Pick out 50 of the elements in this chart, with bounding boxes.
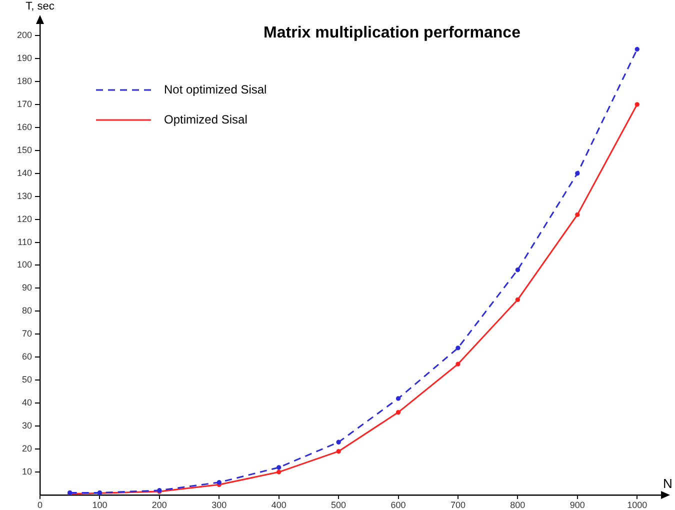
point [575,212,580,218]
x-tick-label: 1000 [627,500,648,510]
y-tick-label: 130 [16,190,32,201]
point [396,410,401,415]
y-tick-label: 30 [22,420,32,431]
y-tick-label: 190 [16,52,32,63]
point [396,396,401,401]
x-tick-label: 800 [510,500,526,510]
y-tick-label: 90 [22,282,32,293]
y-tick-label: 180 [16,76,32,86]
y-tick-label: 120 [16,214,32,224]
y-tick-label: 70 [22,328,32,339]
y-tick-label: 110 [18,236,32,247]
x-tick-label: 400 [271,500,286,510]
point [515,297,520,302]
y-tick-label: 160 [16,122,32,132]
y-tick-label: 60 [22,352,32,362]
x-tick-label: 600 [390,500,406,510]
y-tick-label: 170 [16,98,32,109]
point [336,448,341,454]
y-tick-label: 200 [16,30,32,40]
x-tick-label: 0 [37,500,43,510]
y-axis-title: T, sec [26,0,55,13]
x-tick-label: 500 [331,500,346,510]
chart-title: Matrix multiplication performance [264,24,521,42]
y-tick-label: 40 [22,398,32,408]
y-tick-label: 80 [22,306,32,316]
point [634,46,640,52]
point [456,362,460,366]
x-tick-label: 700 [450,500,466,510]
x-tick-label: 100 [92,500,108,510]
y-tick-label: 10 [22,466,32,477]
point [276,470,282,474]
x-axis-title: N [663,476,672,492]
y-tick-label: 20 [22,444,32,454]
point [575,170,580,176]
point [634,102,640,107]
y-tick-label: 50 [22,374,32,385]
y-tick-label: 150 [16,144,32,155]
point [456,346,460,350]
legend-label: Not optimized Sisal [164,82,267,96]
point [276,465,282,470]
legend-label: Optimized Sisal [164,112,248,126]
y-tick-label: 100 [16,260,32,270]
x-tick-label: 300 [212,500,227,510]
x-tick-label: 900 [570,500,585,510]
x-tick-label: 200 [152,500,167,510]
point [515,267,520,272]
point [336,440,341,445]
y-tick-label: 140 [16,168,32,178]
